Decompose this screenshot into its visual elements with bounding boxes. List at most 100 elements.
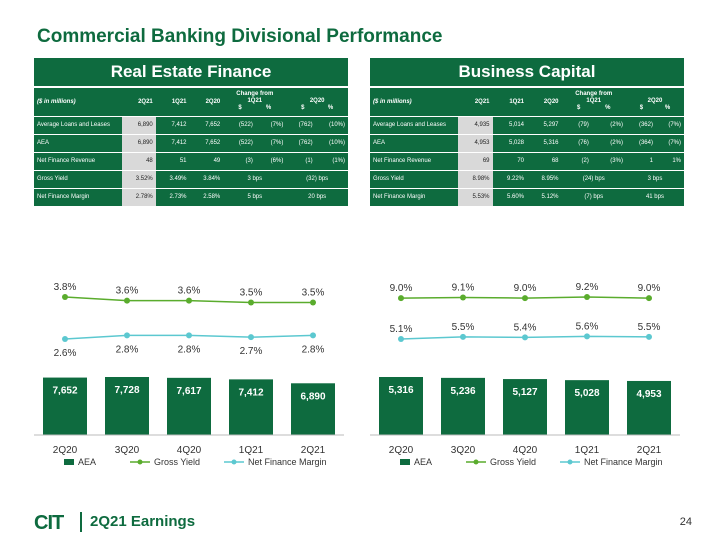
business-capital-chart: 5,316 2Q20 9.0% 5.1% 5,236 3Q20 9.1% 5.5% 5,127 4… <box>370 255 684 475</box>
nfm-label: 2.8% <box>116 344 139 355</box>
table-cell: 48 <box>122 151 156 170</box>
table-cell: 69 <box>458 151 493 170</box>
col-header: 2Q20 <box>189 88 224 116</box>
change-col: 2Q20 <box>647 98 663 105</box>
table-header-row: ($ in millions) 2Q21 1Q21 2Q20 Change fr… <box>370 88 684 116</box>
units-label: ($ in millions) <box>34 88 122 116</box>
table-row: Gross Yield 3.52% 3.49% 3.84% 3 bps (32) bps <box>34 169 348 188</box>
table-row: Net Finance Revenue 69 70 68 (2) (3%) 1 1% <box>370 151 684 170</box>
real-estate-finance-panel: Real Estate Finance ($ in millions) 2Q21… <box>34 58 348 206</box>
table-cell: 8.98% <box>458 169 493 188</box>
cit-logo: CIT <box>34 512 64 534</box>
table-cell: (7%) <box>255 115 287 134</box>
logo-divider <box>80 512 82 532</box>
bar <box>167 377 211 435</box>
table-cell: (2%) <box>591 115 626 134</box>
table-cell: 5 bps <box>223 187 287 206</box>
nfm-point <box>460 333 466 340</box>
table-cell: 5,028 <box>492 133 527 152</box>
x-tick-label: 2Q21 <box>637 445 662 456</box>
gross-yield-label: 9.0% <box>514 283 537 294</box>
gross-yield-point <box>248 299 254 306</box>
sub-col: $ <box>639 105 644 112</box>
table-cell: (362) <box>625 115 656 134</box>
nfm-label: 5.4% <box>514 322 537 333</box>
bar <box>503 379 547 435</box>
table-cell: 5,316 <box>527 133 562 152</box>
bar-label: 4,953 <box>636 389 661 400</box>
nfm-label: 2.6% <box>54 348 77 359</box>
bar <box>43 377 87 435</box>
legend-label: AEA <box>414 457 432 467</box>
table-cell: Gross Yield <box>34 169 122 188</box>
table-row: AEA 4,953 5,028 5,316 (76) (2%) (364) (7%) <box>370 133 684 152</box>
panel-heading: Business Capital <box>370 58 684 86</box>
sub-col: % <box>664 105 671 112</box>
table-row: Average Loans and Leases 6,890 7,412 7,652(… <box>34 115 348 134</box>
legend-label: Gross Yield <box>490 457 536 467</box>
table-cell: 2.73% <box>155 187 190 206</box>
sub-col: $ <box>238 105 242 112</box>
table-cell: (522) <box>223 115 256 134</box>
sub-col: $ <box>576 105 581 112</box>
table-cell: 20 bps <box>286 187 348 206</box>
bar <box>627 380 671 435</box>
legend-marker-nfm <box>567 459 573 465</box>
table-cell: 1% <box>655 151 684 170</box>
table-cell: (2) <box>561 151 592 170</box>
table-cell: 3.84% <box>189 169 224 188</box>
table-cell: (3%) <box>591 151 626 170</box>
table-cell: (7%) <box>655 133 684 152</box>
table-cell: Net Finance Revenue <box>370 151 458 170</box>
table-cell: Net Finance Margin <box>34 187 122 206</box>
col-header: 1Q21 <box>492 88 527 116</box>
table-cell: (1) <box>286 151 316 170</box>
nfm-point <box>62 336 68 342</box>
x-tick-label: 2Q21 <box>301 445 326 456</box>
chart-svg: 7,652 2Q20 3.8% 2.6% 7,728 3Q20 3.6% 2.8% 7,617 4… <box>34 282 344 467</box>
bar-label: 6,890 <box>300 391 325 402</box>
legend-label: Net Finance Margin <box>248 457 327 467</box>
table-cell: (7%) <box>655 115 684 134</box>
page-title: Commercial Banking Divisional Performanc… <box>37 26 443 47</box>
x-tick-label: 1Q21 <box>575 445 600 456</box>
table-cell: 2.58% <box>189 187 224 206</box>
bar <box>291 383 335 435</box>
bar-label: 5,028 <box>574 388 599 399</box>
table-cell: 5.60% <box>492 187 527 206</box>
table-cell: (364) <box>625 133 656 152</box>
table-cell: (7) bps <box>561 187 626 206</box>
gross-yield-label: 3.6% <box>116 286 139 297</box>
footer-label: 2Q21 Earnings <box>90 513 196 530</box>
change-header-1q: Change from 1Q21 $% <box>223 88 287 116</box>
legend-marker-gy <box>137 459 143 465</box>
gross-yield-point <box>522 295 528 302</box>
table-cell: 4,935 <box>458 115 493 134</box>
nfm-label: 2.8% <box>302 344 325 355</box>
nfm-label: 5.1% <box>390 324 413 335</box>
gross-yield-point <box>584 294 590 300</box>
table-cell: 4,953 <box>458 133 493 152</box>
table-cell: 6,890 <box>122 115 156 134</box>
bar <box>379 377 423 435</box>
panel-heading: Real Estate Finance <box>34 58 348 86</box>
table-cell: 3 bps <box>223 169 287 188</box>
gross-yield-label: 9.1% <box>452 283 475 294</box>
table-cell: 5.12% <box>527 187 562 206</box>
gross-yield-label: 3.5% <box>240 288 263 299</box>
table-row: Net Finance Margin 5.53% 5.60% 5.12% (7) bps… <box>370 187 684 206</box>
legend-marker-nfm <box>231 459 237 465</box>
table-cell: 3 bps <box>625 169 684 188</box>
bar-label: 7,617 <box>176 386 201 397</box>
x-tick-label: 3Q20 <box>115 445 140 456</box>
change-from-label: Change from <box>575 91 613 98</box>
gross-yield-point <box>62 294 68 300</box>
bar <box>105 377 149 435</box>
table-cell: (24) bps <box>561 169 626 188</box>
bar-label: 7,652 <box>52 386 77 397</box>
table-row: AEA 6,890 7,412 7,652 (522) (7%) (762) (10%) <box>34 133 348 152</box>
legend-label: Net Finance Margin <box>584 457 663 467</box>
nfm-point <box>398 336 404 342</box>
bar-label: 5,316 <box>388 385 413 396</box>
nfm-point <box>646 333 652 340</box>
